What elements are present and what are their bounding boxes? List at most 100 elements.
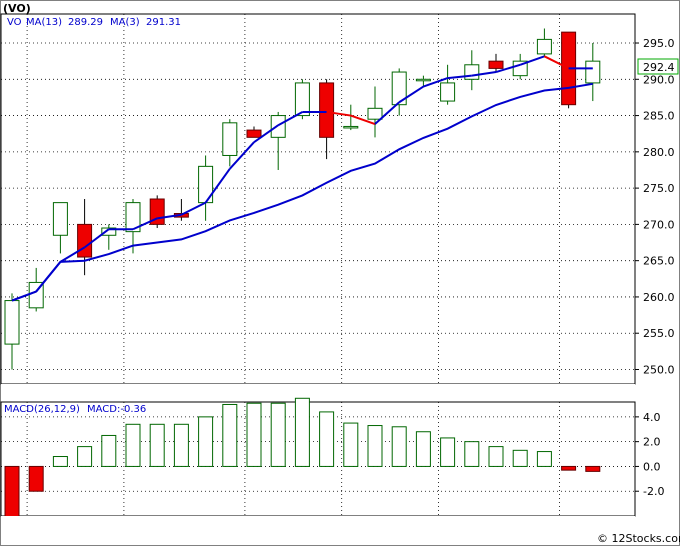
- price-y-tick-label: 255.0: [643, 327, 675, 340]
- last-price-badge: 292.4: [637, 58, 679, 75]
- candle-up: [367, 107, 383, 120]
- price-y-tick-label: 250.0: [643, 363, 675, 376]
- last-price-box: [637, 58, 679, 75]
- ma3-line-segment: [180, 201, 207, 216]
- legend-ma3-label: MA(3): [110, 17, 140, 28]
- price-y-tick-label: 260.0: [643, 291, 675, 304]
- price-y-tick-label: 290.0: [643, 73, 675, 86]
- candle-up: [585, 60, 601, 84]
- macd-bar-positive: [101, 434, 117, 467]
- macd-bar-positive: [391, 426, 407, 467]
- ma3-line-segment: [204, 168, 231, 204]
- macd-bar-negative: [4, 465, 20, 519]
- candle-up: [125, 202, 141, 233]
- price-y-tick-label: 275.0: [643, 182, 675, 195]
- candle-up: [343, 125, 359, 129]
- ma3-line-segment: [495, 63, 521, 73]
- price-y-axis: 250.0 255.0 260.0 265.0 270.0 275.0 280.0 285.0…: [635, 37, 675, 376]
- macd-bar-positive: [173, 423, 189, 467]
- macd-bar-positive: [294, 397, 310, 467]
- macd-y-tick-label: -2.0: [643, 485, 664, 498]
- macd-bar-positive: [222, 403, 238, 467]
- candle-down: [319, 82, 335, 138]
- macd-bar-positive: [319, 411, 335, 467]
- ma3-line-segment: [84, 228, 110, 249]
- macd-bar-positive: [343, 422, 359, 467]
- ma3-line-segment: [423, 77, 448, 88]
- macd-bar-negative: [561, 465, 577, 471]
- chart-title: (VO): [3, 2, 31, 15]
- last-price-value: 292.4: [643, 61, 675, 74]
- macd-bar-positive: [52, 456, 68, 467]
- price-gridlines: [1, 14, 635, 384]
- price-month-band: [1, 384, 635, 402]
- legend-ma13-value: 289.29: [68, 17, 103, 28]
- macd-y-axis: -2.0 0.0 2.0 4.0: [635, 411, 664, 498]
- price-y-tick-label: 280.0: [643, 146, 675, 159]
- price-candles: [4, 28, 601, 370]
- candle-up: [440, 82, 456, 102]
- ma3-line-segment: [229, 141, 255, 170]
- candle-up: [391, 71, 407, 106]
- price-y-tick-label: 285.0: [643, 110, 675, 123]
- candle-down: [488, 60, 504, 69]
- macd-bar-negative: [28, 465, 44, 492]
- macd-legend: MACD(26,12,9) MACD:-0.36: [4, 404, 146, 415]
- macd-bar-positive: [464, 441, 480, 467]
- macd-bars: [4, 397, 601, 519]
- macd-bar-positive: [367, 425, 383, 467]
- macd-legend-title: MACD(26,12,9): [4, 404, 80, 415]
- macd-legend-value: MACD:-0.36: [87, 404, 146, 415]
- legend-ma13-label: MA(13): [26, 17, 62, 28]
- price-moving-averages: [11, 55, 593, 302]
- ma3-line-segment: [471, 71, 497, 77]
- ma3-line-segment: [374, 101, 400, 125]
- ma3-line-segment: [326, 110, 351, 117]
- price-panel: 250.0 255.0 260.0 265.0 270.0 275.0 280.0 285.0…: [0, 2, 679, 401]
- macd-panel: -2.0 0.0 2.0 4.0 MACD(26,12,9) MACD:-0.36 M…: [0, 397, 664, 530]
- legend-symbol: VO: [7, 17, 22, 28]
- candle-up: [52, 202, 68, 236]
- candle-up: [4, 300, 20, 345]
- price-legend: VO MA(13) 289.29 MA(3) 291.31: [7, 17, 181, 28]
- ma3-line-segment: [543, 55, 570, 70]
- macd-bar-positive: [198, 416, 214, 467]
- macd-bar-positive: [246, 402, 262, 467]
- ma3-line-segment: [157, 213, 182, 220]
- ma3-line-segment: [519, 55, 545, 66]
- ma3-line-segment: [132, 217, 158, 231]
- candle-down: [246, 129, 262, 138]
- macd-bar-positive: [149, 423, 165, 467]
- macd-bar-positive: [415, 431, 431, 467]
- candle-up: [415, 78, 431, 82]
- macd-bar-positive: [125, 423, 141, 467]
- candle-up: [512, 60, 528, 77]
- candle-up: [101, 227, 117, 236]
- ma3-line-segment: [253, 124, 279, 143]
- macd-y-tick-label: 0.0: [643, 460, 661, 473]
- candle-up: [536, 38, 552, 55]
- bottom-band: [1, 516, 635, 530]
- candle-up: [294, 82, 310, 117]
- ma3-line-segment: [350, 114, 376, 125]
- ma3-line-segment: [277, 111, 303, 127]
- macd-bar-positive: [270, 402, 286, 467]
- candle-down: [77, 223, 93, 258]
- macd-bar-positive: [536, 451, 552, 467]
- ma13-line: [11, 82, 593, 302]
- macd-bar-positive: [77, 446, 93, 467]
- price-y-tick-label: 265.0: [643, 255, 675, 268]
- macd-bar-positive: [440, 437, 456, 467]
- macd-y-tick-label: 4.0: [643, 411, 661, 424]
- macd-bar-positive: [512, 449, 528, 467]
- macd-bar-positive: [488, 446, 504, 467]
- price-y-tick-label: 295.0: [643, 37, 675, 50]
- macd-bar-negative: [585, 465, 601, 472]
- ma3-line-segment: [59, 246, 86, 263]
- macd-y-tick-label: 2.0: [643, 436, 661, 449]
- footer-credit: © 12Stocks.com: [597, 532, 680, 545]
- legend-ma3-value: 291.31: [146, 17, 181, 28]
- candle-up: [222, 122, 238, 156]
- macd-gridlines: [1, 402, 635, 516]
